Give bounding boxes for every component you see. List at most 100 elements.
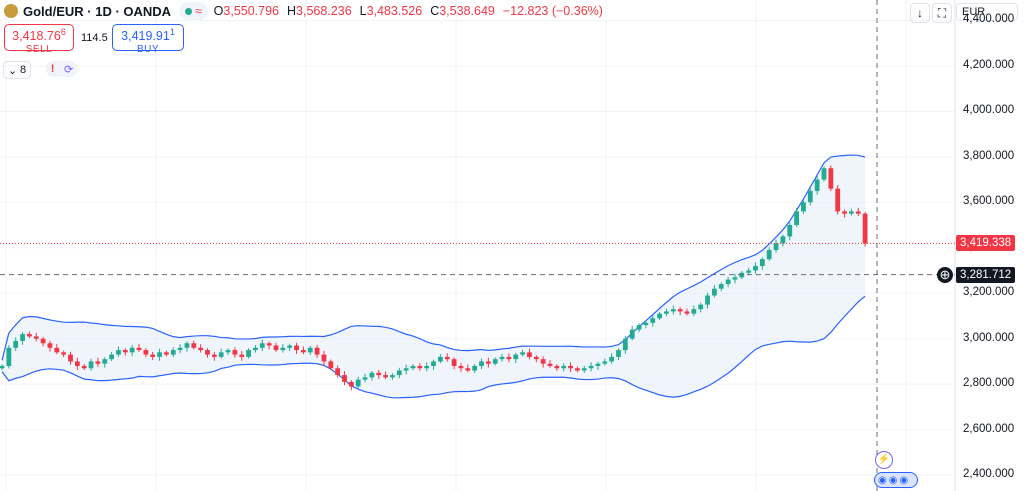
candle-body <box>458 365 464 369</box>
currency-select[interactable]: EUR <box>956 3 1018 21</box>
candle-body <box>746 270 752 273</box>
chevron-down-icon: ⌄ <box>7 64 18 77</box>
last-price-tag: 3,419.338 <box>956 235 1016 252</box>
collapse-indicators-button[interactable]: ⌄ 8 <box>3 61 31 79</box>
buy-price-sup: 1 <box>169 27 175 37</box>
candle-body <box>513 354 519 360</box>
candle-body <box>664 311 669 314</box>
candle-body <box>540 359 546 364</box>
candle-body <box>0 365 5 369</box>
download-button[interactable]: ↓ <box>910 3 930 23</box>
candle-body <box>328 361 334 369</box>
candle-body <box>307 347 313 353</box>
fullscreen-button[interactable]: ⛶ <box>932 3 952 23</box>
sell-button[interactable]: 3,418.766 SELL <box>4 24 74 55</box>
candle-body <box>533 356 539 360</box>
close-value: 3,538.649 <box>439 4 495 18</box>
y-tick-label: 3,800.000 <box>963 149 1015 162</box>
event-stack-glyph: ◉ <box>878 475 889 486</box>
event-stack-icon[interactable]: ◉◉◉ <box>874 472 918 488</box>
indicator-status-pill[interactable]: ! ⟳ <box>46 61 78 77</box>
candle-body <box>732 277 738 280</box>
candle-body <box>835 188 841 212</box>
candle-body <box>629 329 635 339</box>
y-tick-label: 3,000.000 <box>963 331 1015 344</box>
candle-body <box>88 361 94 369</box>
candle-body <box>753 265 758 271</box>
candle-body <box>116 350 121 355</box>
candle-body <box>294 345 299 351</box>
candle-body <box>561 365 567 369</box>
y-tick-label: 4,400.000 <box>963 13 1015 26</box>
candle-body <box>335 368 341 376</box>
candle-body <box>61 352 67 355</box>
candle-body <box>410 365 416 369</box>
candle-body <box>157 352 162 357</box>
candle-body <box>273 345 279 351</box>
y-tick-label: 4,000.000 <box>963 104 1015 117</box>
candle-body <box>472 365 478 371</box>
candle-body <box>40 338 46 344</box>
sell-price-sup: 6 <box>60 27 66 37</box>
candle-body <box>321 354 327 362</box>
y-tick-label: 2,800.000 <box>963 377 1015 390</box>
candle-body <box>342 375 347 382</box>
close-label: C <box>430 4 440 18</box>
candle-body <box>218 352 224 357</box>
high-value: 3,568.236 <box>296 4 352 18</box>
market-status-pill[interactable]: ≈ <box>179 2 208 20</box>
candle-body <box>232 350 238 355</box>
event-stack-glyph: ◉ <box>899 475 911 486</box>
candle-body <box>266 343 272 346</box>
candle-body <box>814 179 820 191</box>
candle-body <box>650 318 656 323</box>
candle-body <box>403 368 409 371</box>
candle-body <box>862 213 868 244</box>
candle-body <box>616 350 621 357</box>
open-label: O <box>213 4 224 18</box>
candle-body <box>622 338 628 351</box>
candle-body <box>444 356 450 360</box>
crosshair-price-tag: 3,281.712 <box>956 266 1016 283</box>
candle-body <box>485 361 491 364</box>
candle-body <box>773 243 779 251</box>
candle-body <box>109 354 114 360</box>
y-tick-label: 4,200.000 <box>963 58 1015 71</box>
candle-body <box>712 288 717 296</box>
gold-logo-icon <box>4 4 18 18</box>
candle-body <box>766 250 772 260</box>
candle-body <box>301 350 306 353</box>
candle-body <box>13 340 19 348</box>
open-value: 3,550.796 <box>223 4 279 18</box>
candle-body <box>801 202 806 212</box>
candle-body <box>383 375 388 378</box>
buy-button[interactable]: 3,419.911 BUY <box>112 24 184 55</box>
buy-label: BUY <box>136 44 160 56</box>
crosshair-add-icon[interactable]: ⊕ <box>937 266 953 283</box>
change-value: −12.823 (−0.36%) <box>502 4 603 18</box>
event-marker-icon[interactable]: ⚡ <box>875 451 893 469</box>
fullscreen-icon: ⛶ <box>937 5 947 20</box>
candle-body <box>602 361 608 364</box>
candle-body <box>369 372 375 378</box>
spread-value: 114.5 <box>81 32 108 44</box>
symbol-title[interactable]: Gold/EUR · 1D · OANDA <box>23 3 172 19</box>
candle-body <box>150 354 156 357</box>
candle-body <box>691 309 697 314</box>
candle-body <box>198 347 204 351</box>
candle-body <box>68 354 73 362</box>
event-stack-glyph: ◉ <box>888 475 900 486</box>
candle-body <box>205 350 210 355</box>
y-tick-label: 3,200.000 <box>963 286 1015 299</box>
candle-body <box>547 363 553 366</box>
candle-body <box>780 236 786 244</box>
candle-body <box>27 334 32 337</box>
candle-body <box>239 354 245 357</box>
candle-body <box>348 381 354 387</box>
candle-body <box>670 309 676 312</box>
candle-body <box>390 375 395 378</box>
candle-body <box>807 190 813 203</box>
candle-body <box>465 368 471 371</box>
candle-body <box>54 347 60 353</box>
